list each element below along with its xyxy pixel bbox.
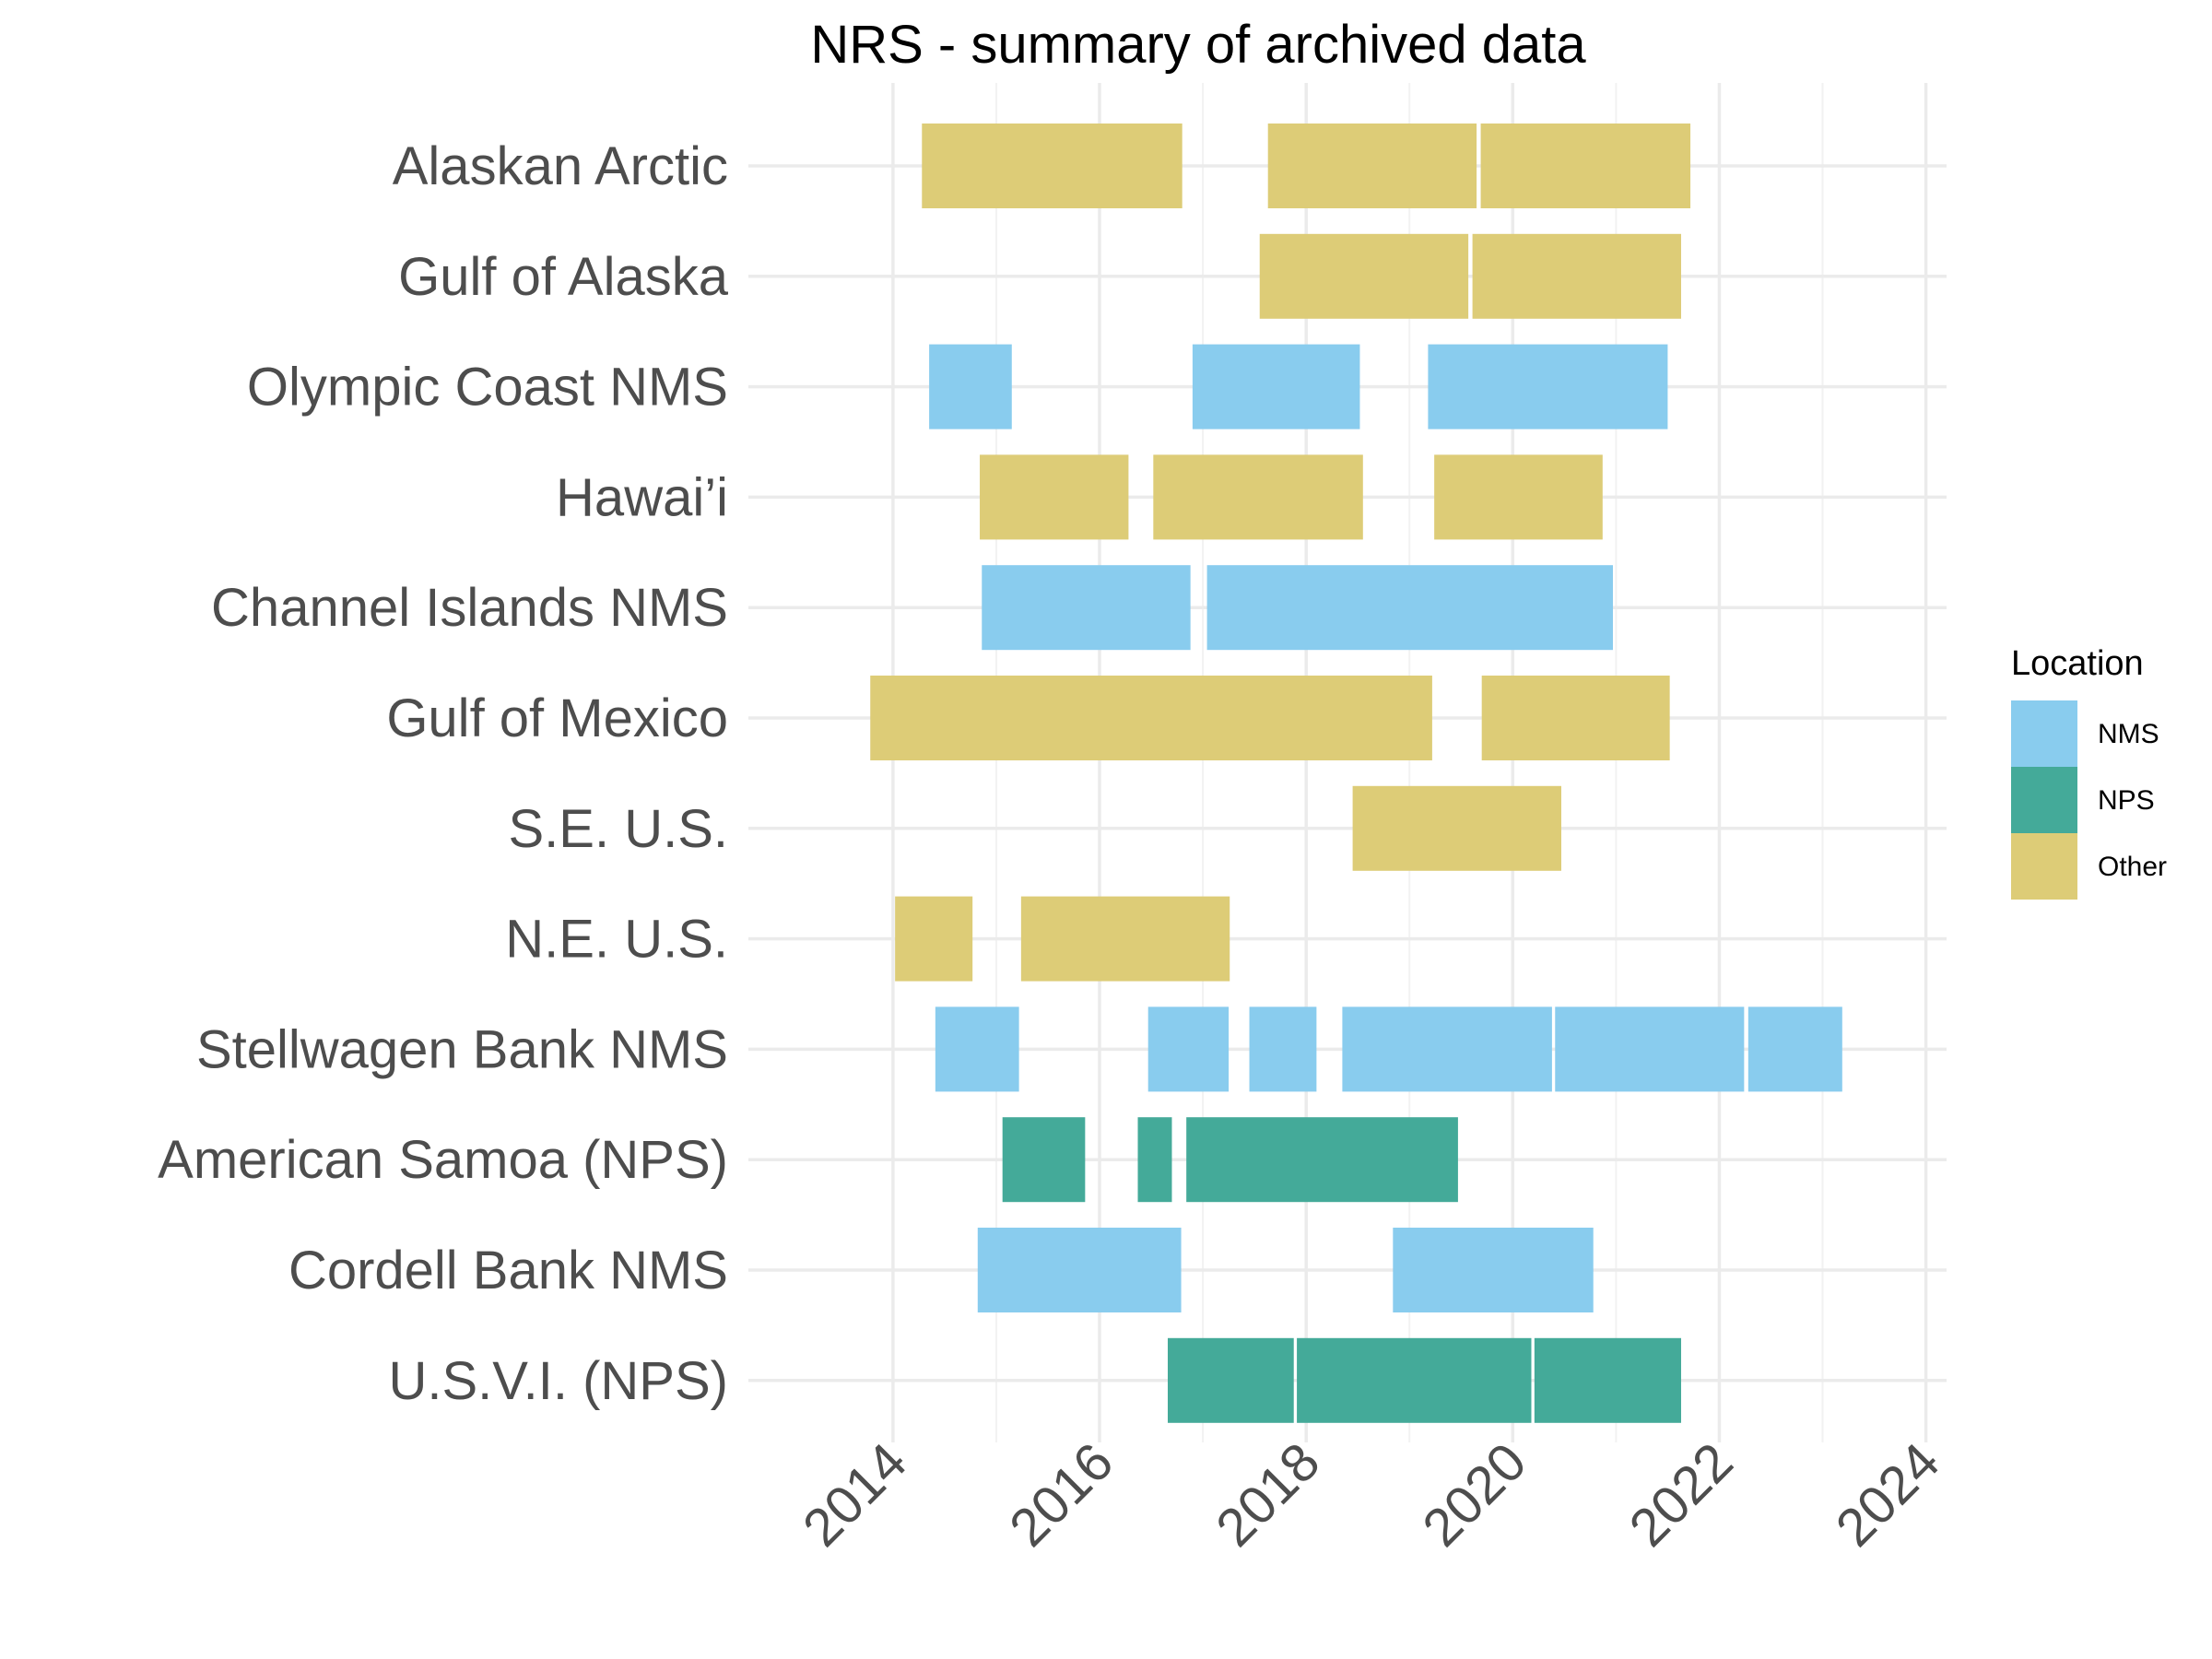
bar-u-s-v-i-nps-nps	[1297, 1337, 1532, 1423]
bar-channel-islands-nms-nms	[1206, 565, 1614, 651]
legend-label-nms: NMS	[2098, 719, 2159, 749]
bar-hawai-i-other	[1153, 454, 1363, 540]
legend-label-nps: NPS	[2098, 785, 2155, 816]
bar-hawai-i-other	[980, 454, 1129, 540]
x-tick-label-2014: 2014	[792, 1431, 918, 1558]
x-tick-label-2016: 2016	[998, 1431, 1124, 1558]
bar-n-e-u-s-other	[1020, 896, 1230, 982]
legend: Location NMS NPS Other	[2011, 644, 2167, 900]
bars-layer	[870, 124, 1842, 1423]
bar-channel-islands-nms-nms	[982, 565, 1191, 651]
bar-stellwagen-bank-nms-nms	[935, 1006, 1019, 1092]
x-tick-label-2022: 2022	[1618, 1431, 1744, 1558]
bar-gulf-of-mexico-other	[870, 676, 1432, 760]
bar-gulf-of-mexico-other	[1481, 676, 1670, 760]
y-tick-label-gulf-of-alaska: Gulf of Alaska	[398, 247, 729, 307]
bar-american-samoa-nps-nps	[1186, 1117, 1458, 1203]
y-tick-label-hawai-i: Hawai’i	[556, 467, 728, 527]
y-tick-label-s-e-u-s: S.E. U.S.	[508, 799, 728, 859]
bar-stellwagen-bank-nms-nms	[1249, 1006, 1317, 1092]
bar-u-s-v-i-nps-nps	[1534, 1337, 1681, 1423]
x-tick-label-2018: 2018	[1205, 1431, 1331, 1558]
bar-alaskan-arctic-other	[1480, 124, 1691, 208]
bar-olympic-coast-nms-nms	[929, 344, 1012, 429]
chart-title: NRS - summary of archived data	[810, 15, 1586, 75]
y-tick-label-alaskan-arctic: Alaskan Arctic	[393, 136, 728, 196]
y-tick-label-cordell-bank-nms: Cordell Bank NMS	[288, 1241, 728, 1300]
x-axis-labels: 2014 2016 2018 2020 2022 2024	[792, 1431, 1951, 1558]
legend-key-nps	[2011, 767, 2077, 833]
bar-stellwagen-bank-nms-nms	[1147, 1006, 1230, 1092]
y-axis-labels: Alaskan Arctic Gulf of Alaska Olympic Coas…	[158, 136, 729, 1411]
bar-s-e-u-s-other	[1352, 785, 1561, 871]
bar-gulf-of-alaska-other	[1259, 233, 1469, 319]
y-tick-label-olympic-coast-nms: Olympic Coast NMS	[247, 358, 728, 418]
bar-olympic-coast-nms-nms	[1428, 344, 1668, 429]
bar-american-samoa-nps-nps	[1137, 1117, 1172, 1203]
bar-stellwagen-bank-nms-nms	[1747, 1006, 1842, 1092]
legend-title: Location	[2011, 644, 2144, 683]
bar-u-s-v-i-nps-nps	[1168, 1337, 1294, 1423]
x-tick-label-2024: 2024	[1825, 1431, 1951, 1558]
y-tick-label-gulf-of-mexico: Gulf of Mexico	[386, 688, 728, 748]
y-tick-label-american-samoa-nps: American Samoa (NPS)	[158, 1130, 728, 1190]
y-tick-label-n-e-u-s: N.E. U.S.	[505, 910, 728, 970]
bar-stellwagen-bank-nms-nms	[1555, 1006, 1745, 1092]
x-tick-label-2020: 2020	[1411, 1431, 1537, 1558]
bar-cordell-bank-nms-nms	[1393, 1228, 1594, 1312]
bar-gulf-of-alaska-other	[1472, 233, 1681, 319]
legend-key-other	[2011, 833, 2077, 900]
legend-key-nms	[2011, 700, 2077, 767]
y-tick-label-stellwagen-bank-nms: Stellwagen Bank NMS	[196, 1019, 728, 1079]
bar-cordell-bank-nms-nms	[977, 1228, 1182, 1312]
bar-alaskan-arctic-other	[1267, 124, 1477, 208]
bar-olympic-coast-nms-nms	[1192, 344, 1360, 429]
legend-label-other: Other	[2098, 852, 2167, 882]
bar-alaskan-arctic-other	[922, 124, 1182, 208]
bar-hawai-i-other	[1434, 454, 1603, 540]
y-tick-label-channel-islands-nms: Channel Islands NMS	[211, 578, 728, 638]
bar-stellwagen-bank-nms-nms	[1342, 1006, 1552, 1092]
y-tick-label-u-s-v-i-nps: U.S.V.I. (NPS)	[388, 1351, 728, 1411]
bar-n-e-u-s-other	[895, 896, 973, 982]
bar-american-samoa-nps-nps	[1002, 1117, 1086, 1203]
